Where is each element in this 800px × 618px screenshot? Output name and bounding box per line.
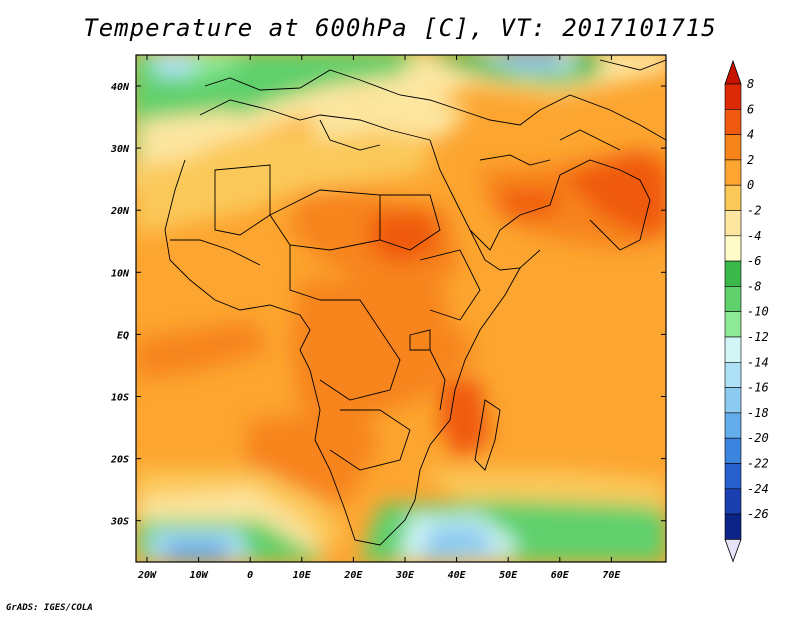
lon-tick-label: 40E (448, 570, 467, 581)
colorbar-label: 4 (747, 128, 754, 142)
colorbar-swatch (724, 235, 742, 262)
colorbar-label: -10 (747, 305, 769, 319)
colorbar-swatch (724, 336, 742, 363)
colorbar-label: -6 (747, 254, 761, 268)
colorbar-swatch (724, 488, 742, 515)
colorbar-swatch (724, 184, 742, 211)
plot-frame (135, 54, 667, 563)
colorbar-label: -22 (747, 457, 769, 471)
temperature-field (136, 55, 666, 562)
colorbar-swatch (724, 286, 742, 312)
lon-tick-label: 70E (602, 570, 621, 581)
lat-tick-label: 30S (110, 517, 129, 528)
colorbar-swatch (724, 513, 742, 540)
colorbar-swatch (724, 83, 742, 110)
colorbar-label: 8 (747, 77, 754, 91)
colorbar-swatch (724, 159, 742, 186)
lon-tick-label: 10W (190, 570, 209, 581)
colorbar-label: -20 (747, 431, 769, 445)
colorbar-label: -2 (747, 204, 761, 218)
lat-tick-label: 10S (111, 393, 129, 404)
lat-tick-label: EQ (117, 330, 129, 341)
colorbar-label: -4 (747, 229, 761, 243)
lat-tick-label: 20S (110, 455, 129, 466)
colorbar-swatch (724, 311, 742, 338)
lat-tick-label: 40N (111, 82, 130, 93)
colorbar-swatch (724, 260, 742, 287)
colorbar-label: -18 (747, 406, 769, 420)
lon-tick-label: 20W (137, 570, 157, 581)
colorbar-label: -24 (747, 482, 769, 496)
colorbar-swatch (724, 109, 742, 135)
colorbar-over-triangle (724, 59, 742, 85)
colorbar-swatch (724, 134, 742, 161)
axis-ticks: 20W 10W 0 10E 20E 30E 40E 50E 60E 70E 40N 30N 20N 10N… (110, 55, 666, 581)
colorbar-swatch (724, 387, 742, 414)
colorbar-label: 6 (747, 102, 754, 116)
coastlines (164, 59, 666, 546)
colorbar-label: -12 (747, 330, 769, 344)
colorbar-swatch (724, 437, 742, 464)
colorbar-label: -26 (747, 507, 769, 521)
lat-tick-label: 20N (110, 206, 130, 217)
colorbar-label: -14 (747, 355, 769, 369)
lon-tick-label: 0 (247, 570, 253, 581)
colorbar-swatch (724, 412, 742, 439)
lat-tick-label: 10N (111, 268, 130, 279)
colorbar: 8 6 4 2 0 -2 -4 -6 -8 -10 -12 -14 -16 -18 -20 -22 -24 -26 (724, 59, 769, 563)
colorbar-label: 2 (747, 153, 754, 167)
colorbar-swatch (724, 210, 742, 237)
colorbar-swatch (724, 463, 742, 490)
colorbar-label: -16 (747, 381, 769, 395)
lon-tick-label: 20E (343, 570, 363, 581)
grads-credit: GrADS: IGES/COLA (6, 603, 93, 613)
colorbar-label: -8 (747, 279, 761, 293)
lon-tick-label: 50E (499, 570, 518, 581)
lon-tick-label: 30E (395, 570, 415, 581)
lon-tick-label: 10E (293, 570, 312, 581)
colorbar-under-triangle (724, 539, 742, 563)
colorbar-label: 0 (747, 178, 754, 192)
map-title: Temperature at 600hPa [C], VT: 201710171… (83, 14, 717, 42)
colorbar-swatch (724, 361, 742, 388)
lat-tick-label: 30N (110, 144, 130, 155)
lon-tick-label: 60E (551, 570, 570, 581)
